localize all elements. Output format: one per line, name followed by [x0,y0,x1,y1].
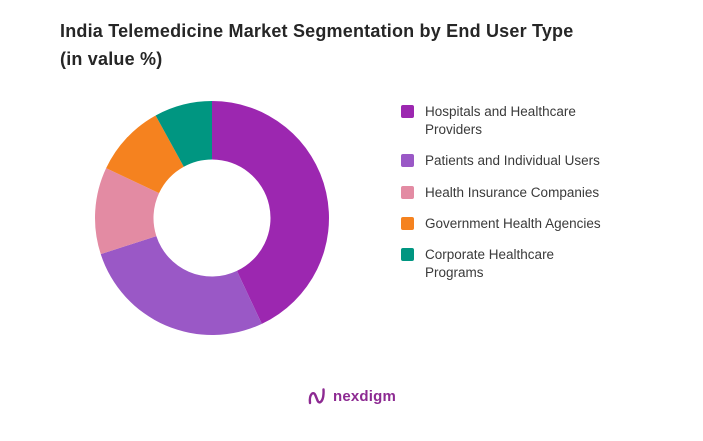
legend-item-0: Hospitals and Healthcare Providers [401,103,631,139]
legend-item-3: Government Health Agencies [401,215,631,233]
donut-slice-4: Corporate Healthcare Programs: 8% [155,101,212,167]
legend-label: Corporate Healthcare Programs [425,247,555,281]
legend-swatch-icon [401,185,414,199]
donut-slice-1: Patients and Individual Users: 27% [100,236,262,335]
legend-item-4: Corporate Healthcare Programs [401,246,631,282]
donut-slice-3: Government Health Agencies: 10% [106,115,184,194]
donut-slice-2: Health Insurance Companies: 12% [95,168,160,255]
legend-label: Patients and Individual Users [425,153,600,169]
donut-chart-svg: Hospitals and Healthcare Providers: 43%P… [95,101,329,335]
legend-label: Health Insurance Companies [425,184,600,200]
page-title-line1: India Telemedicine Market Segmentation b… [60,21,574,41]
legend-swatch-icon [401,105,414,118]
legend-item-2: Health Insurance Companies [401,184,631,202]
footer-brand: nexdigm [0,386,703,406]
nexdigm-wave-icon [307,386,327,406]
legend-item-1: Patients and Individual Users [401,152,631,170]
donut-chart: Hospitals and Healthcare Providers: 43%P… [92,98,332,338]
donut-slice-0: Hospitals and Healthcare Providers: 43% [212,101,329,324]
donut-hole [154,160,270,276]
legend-swatch-icon [401,216,414,230]
legend-swatch-icon [401,154,414,168]
chart-legend: Hospitals and Healthcare Providers Patien… [401,103,631,296]
legend-label: Government Health Agencies [425,215,601,231]
page-title-line2: (in value %) [60,48,163,69]
page-title: India Telemedicine Market Segmentation b… [60,18,670,74]
brand-name: nexdigm [332,387,397,405]
legend-label: Hospitals and Healthcare Providers [425,104,576,138]
legend-swatch-icon [401,248,414,262]
